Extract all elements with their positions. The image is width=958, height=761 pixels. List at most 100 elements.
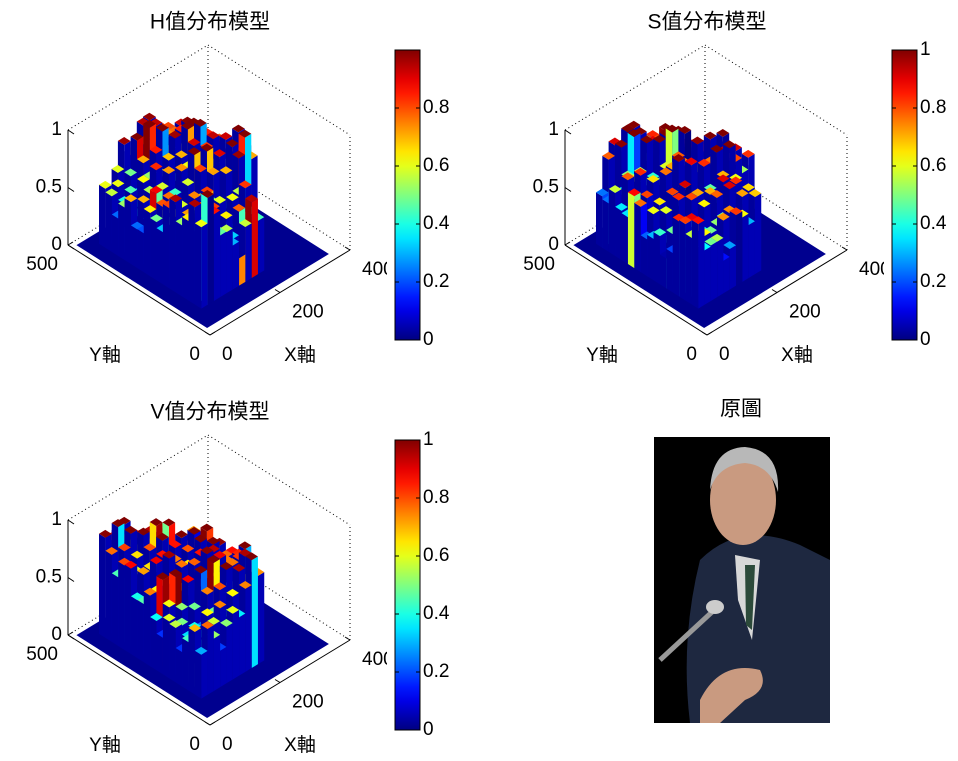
surface-face xyxy=(608,188,616,256)
surface-top xyxy=(169,194,182,203)
surface-top xyxy=(703,131,717,140)
y-tick xyxy=(67,241,74,246)
surface-top xyxy=(659,167,673,176)
y-tick-label: 0 xyxy=(686,344,697,365)
surface-top xyxy=(169,620,182,628)
x-tick-label: 0 xyxy=(222,344,233,365)
colorbar-tick-label: 0 xyxy=(423,329,434,350)
surface-top xyxy=(232,150,245,159)
surface-top xyxy=(194,164,207,173)
surface-top xyxy=(213,600,227,609)
surface-face xyxy=(251,198,258,278)
surface-face xyxy=(130,596,138,659)
z-tick-label: 1 xyxy=(548,119,559,140)
y-tick-label: 500 xyxy=(523,254,555,275)
surface-top xyxy=(175,150,188,159)
x-tick xyxy=(841,246,848,251)
surface-face xyxy=(182,216,189,301)
colorbar-tick-label: 0.2 xyxy=(920,271,946,292)
surface-top xyxy=(143,112,156,121)
surface-top xyxy=(602,151,615,160)
surface-face xyxy=(213,634,221,691)
x-tick xyxy=(344,246,351,251)
surface-face xyxy=(691,220,699,309)
surface-face xyxy=(257,572,265,665)
surface-top xyxy=(232,563,246,572)
surface-top xyxy=(716,128,730,137)
axes-3d xyxy=(564,44,848,336)
z-tick-label: 0.5 xyxy=(36,177,62,198)
surface-top xyxy=(220,224,233,233)
colorbar-tick-label: 0.8 xyxy=(423,487,449,508)
surface-top xyxy=(194,219,208,228)
x-tick-label: 400 xyxy=(362,649,394,670)
surface-top xyxy=(232,124,245,133)
surface-top xyxy=(716,170,730,179)
surface-top xyxy=(188,602,201,611)
surface-top xyxy=(596,188,609,197)
surface-face xyxy=(627,192,635,269)
surface-top xyxy=(634,198,648,207)
surface-face xyxy=(621,213,628,265)
colorbar xyxy=(394,439,421,731)
colorbar-tick-label: 0.4 xyxy=(423,603,450,624)
x-axis-label: X軸 xyxy=(284,734,316,756)
surface-face xyxy=(137,229,144,273)
surface-top xyxy=(130,132,144,141)
surface-face xyxy=(647,234,654,281)
surface-top xyxy=(653,134,666,143)
colorbar-tick-label: 0.4 xyxy=(920,213,947,234)
surface-top xyxy=(245,552,258,561)
y-axis-label: Y軸 xyxy=(586,344,618,366)
surface-top xyxy=(665,124,679,133)
x-tick xyxy=(274,289,281,293)
surface-face xyxy=(710,241,718,301)
surface-top xyxy=(150,214,163,223)
surface-top xyxy=(117,516,131,525)
surface-face xyxy=(111,214,119,256)
surface-top xyxy=(238,129,252,138)
surface-top xyxy=(105,546,119,555)
surface-top xyxy=(143,543,157,552)
surface-top xyxy=(710,190,724,198)
surface-top xyxy=(201,621,214,629)
surface-top xyxy=(124,525,138,534)
z-tick-label: 1 xyxy=(51,509,62,530)
surface-top xyxy=(162,152,176,161)
y-axis-label: Y軸 xyxy=(89,734,121,756)
surface-face xyxy=(156,228,163,285)
surface-face xyxy=(143,591,151,667)
surface-face xyxy=(124,198,131,265)
image-hair xyxy=(710,447,779,492)
surface-face xyxy=(201,650,208,699)
surface-face xyxy=(220,231,227,298)
colorbar-tick-label: 0 xyxy=(920,329,931,350)
surface-top xyxy=(627,129,641,137)
surface-face xyxy=(169,198,176,293)
z-tick xyxy=(564,187,572,192)
surface-top xyxy=(238,219,252,228)
surface-face xyxy=(99,533,106,638)
box-edge xyxy=(207,44,351,136)
surface-top xyxy=(691,136,704,145)
surface-top xyxy=(672,192,686,201)
surface-top xyxy=(226,588,239,597)
surface-top xyxy=(640,135,654,144)
surface-top xyxy=(723,241,737,250)
z-tick xyxy=(67,129,75,135)
surface-top xyxy=(634,167,647,176)
surface-top xyxy=(143,119,156,128)
surface-top xyxy=(646,174,660,183)
x-tick xyxy=(344,636,351,641)
surface-top xyxy=(716,174,730,183)
surface-top xyxy=(194,646,208,655)
surface-face xyxy=(194,650,202,699)
surface-top xyxy=(219,562,233,570)
colorbar-tick-label: 0.4 xyxy=(423,213,450,234)
surface-top xyxy=(162,550,176,559)
surface-face xyxy=(232,241,240,290)
colorbar-tick-label: 0.6 xyxy=(920,155,946,176)
x-tick-label: 200 xyxy=(789,302,821,323)
surface-top xyxy=(226,193,239,202)
surface-top xyxy=(175,602,189,611)
